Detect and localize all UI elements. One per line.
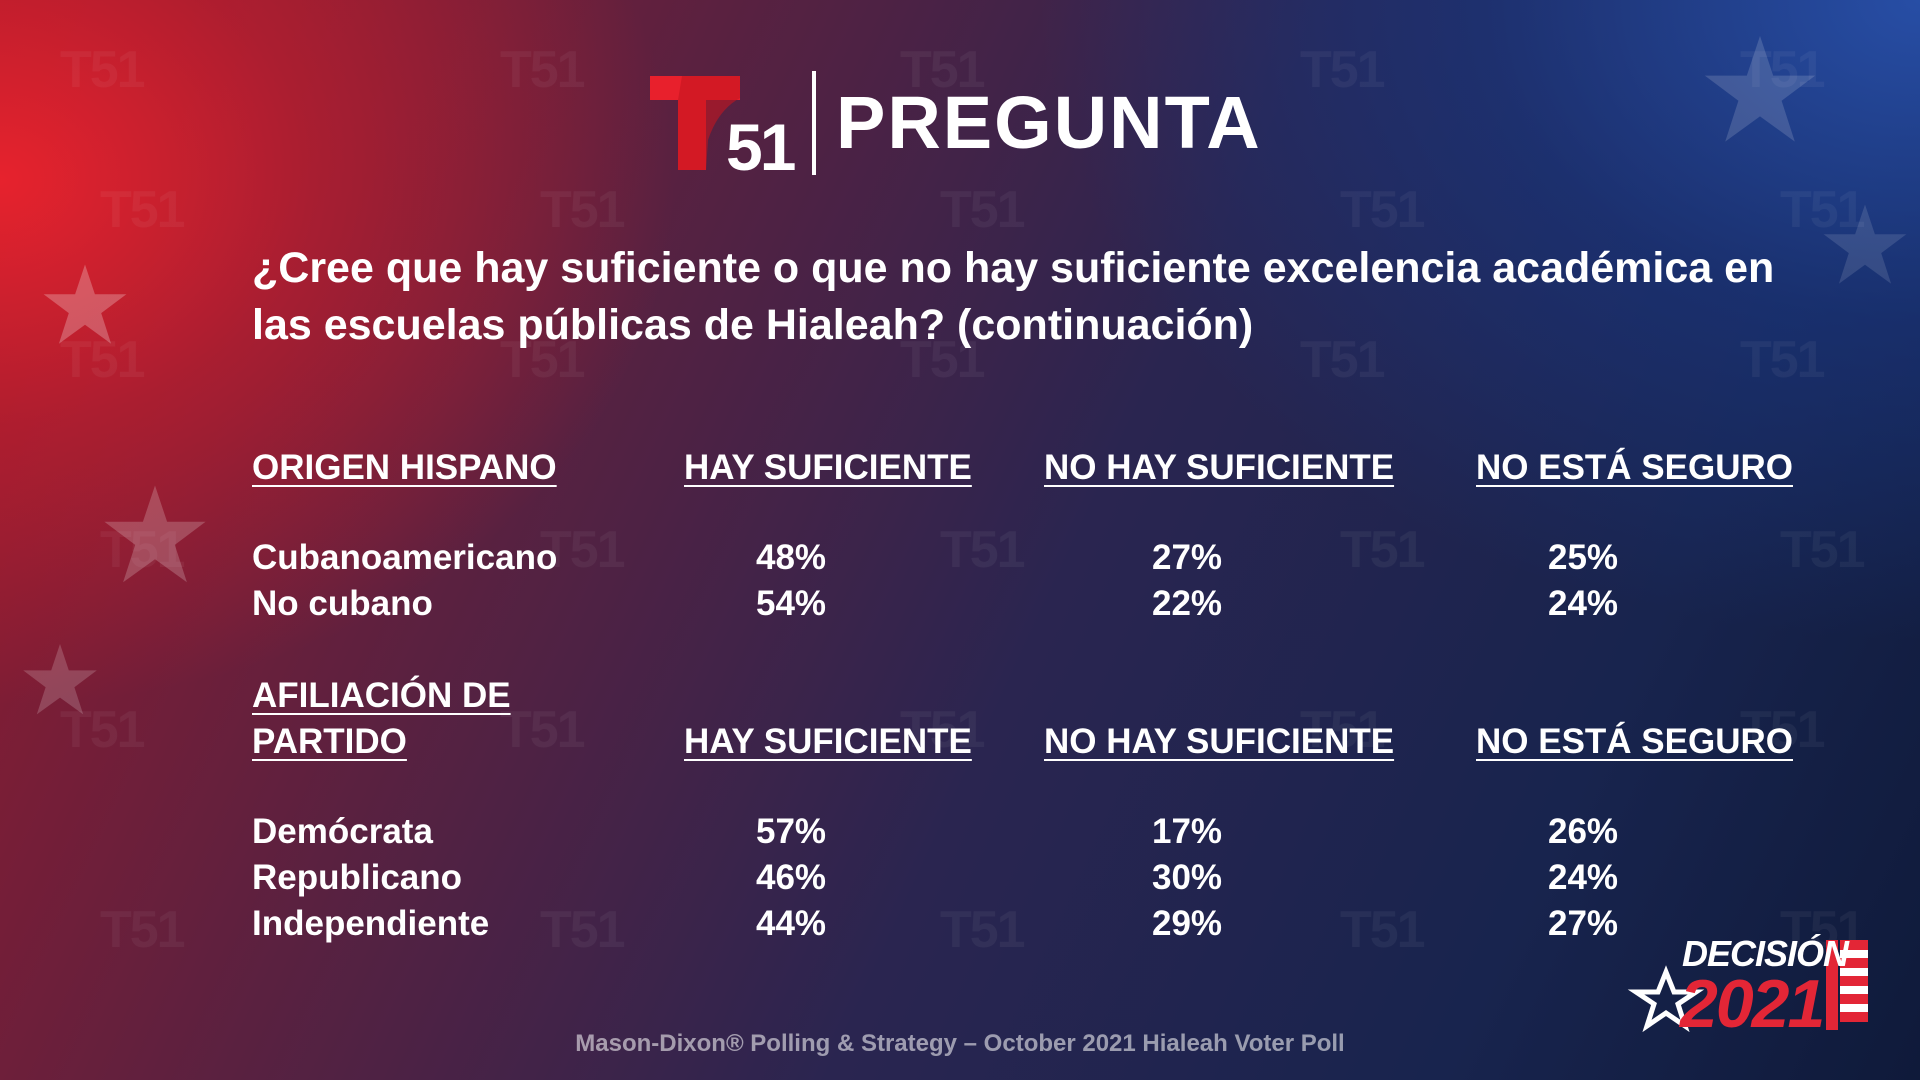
cell-nocubano-hay: 54%	[756, 584, 827, 623]
header-divider	[812, 71, 816, 175]
watermark-logo-icon: T51	[900, 41, 986, 99]
watermark-logo-icon: T51	[60, 41, 146, 99]
group-header-afiliacion-line1: AFILIACIÓN DE	[252, 676, 511, 715]
col-header-no-seguro-2: NO ESTÁ SEGURO	[1476, 722, 1793, 761]
cell-republicano-no-hay: 30%	[1152, 858, 1223, 897]
watermark-logo-icon: T51	[1740, 701, 1826, 759]
watermark-logo-icon: T51	[60, 701, 146, 759]
background-star-icon	[104, 485, 206, 583]
telemundo-t-icon	[650, 76, 740, 170]
cell-cubano-hay: 48%	[756, 538, 827, 577]
cell-democrata-hay: 57%	[756, 812, 827, 851]
source-footnote: Mason-Dixon® Polling & Strategy – Octobe…	[575, 1030, 1345, 1057]
watermark-logo-icon: T51	[1740, 331, 1826, 389]
watermark-logo-icon: T51	[540, 521, 626, 579]
group-header-origen: ORIGEN HISPANO	[252, 448, 557, 487]
watermark-logo-icon: T51	[900, 331, 986, 389]
watermark-logo-icon: T51	[1740, 41, 1826, 99]
logo-number: 51	[726, 110, 796, 184]
background-star-icon	[23, 644, 97, 715]
watermark-logo-icon: T51	[100, 520, 186, 580]
watermark-logo-icon: T51	[1780, 521, 1866, 579]
row-label-democrata: Demócrata	[252, 812, 433, 851]
telemundo-51-logo: 51	[648, 70, 796, 180]
cell-independiente-no-seguro: 27%	[1548, 904, 1619, 943]
row-label-no-cubano: No cubano	[252, 584, 433, 623]
cell-democrata-no-hay: 17%	[1152, 812, 1223, 851]
cell-republicano-hay: 46%	[756, 858, 827, 897]
background-star-icon	[1704, 36, 1816, 142]
cell-nocubano-no-hay: 22%	[1152, 584, 1223, 623]
watermark-logo-icon: T51	[940, 181, 1026, 239]
watermark-logo-icon: T51	[100, 901, 186, 959]
watermark-logo-icon: T51	[940, 901, 1026, 959]
watermark-logo-icon: T51	[100, 181, 186, 239]
watermark-logo-icon: T51	[500, 331, 586, 389]
watermark-logo-icon: T51	[1300, 701, 1386, 759]
cell-cubano-no-seguro: 25%	[1548, 538, 1619, 577]
watermark-logo-icon: T51	[1780, 181, 1866, 239]
question-text: ¿Cree que hay suficiente o que no hay su…	[252, 244, 1775, 349]
row-label-independiente: Independiente	[252, 904, 490, 943]
col-header-hay-2: HAY SUFICIENTE	[684, 722, 972, 761]
watermark-logo-icon: T51	[1340, 901, 1426, 959]
watermark-logo-icon: T51	[1340, 521, 1426, 579]
cell-nocubano-no-seguro: 24%	[1548, 584, 1619, 623]
watermark-logo-icon: T51	[500, 701, 586, 759]
cell-independiente-hay: 44%	[756, 904, 827, 943]
col-header-no-hay-2: NO HAY SUFICIENTE	[1044, 722, 1395, 761]
page-title: PREGUNTA	[836, 81, 1262, 164]
decision-2021-badge: DECISIÓN 2021	[1626, 933, 1886, 1042]
badge-year-text: 2021	[1680, 966, 1825, 1042]
cell-cubano-no-hay: 27%	[1152, 538, 1223, 577]
col-header-no-hay: NO HAY SUFICIENTE	[1044, 448, 1395, 487]
cell-democrata-no-seguro: 26%	[1548, 812, 1619, 851]
background-star-icon	[43, 264, 127, 344]
row-label-cubanoamericano: Cubanoamericano	[252, 538, 558, 577]
watermark-logo-icon: T51	[540, 181, 626, 239]
group-header-afiliacion-line2: PARTIDO	[252, 722, 407, 761]
watermark-logo-icon: T51	[1300, 331, 1386, 389]
watermark-logo-icon: T51	[540, 901, 626, 959]
star-flag-icon	[1627, 940, 1868, 1033]
watermark-logo-icon: T51	[500, 41, 586, 99]
col-header-no-seguro: NO ESTÁ SEGURO	[1476, 448, 1793, 487]
row-label-republicano: Republicano	[252, 858, 463, 897]
col-header-hay: HAY SUFICIENTE	[684, 448, 972, 487]
watermark-logo-icon: T51	[940, 521, 1026, 579]
watermark-logo-icon: T51	[1300, 41, 1386, 99]
header: 51 PREGUNTA	[648, 68, 1262, 180]
cell-independiente-no-hay: 29%	[1152, 904, 1223, 943]
background-star-icon	[1823, 204, 1907, 284]
watermark-logo-icon: T51	[1340, 181, 1426, 239]
watermark-logo-icon: T51	[900, 701, 986, 759]
cell-republicano-no-seguro: 24%	[1548, 858, 1619, 897]
watermark-logo-icon: T51	[60, 331, 146, 389]
badge-top-text: DECISIÓN	[1682, 933, 1849, 974]
